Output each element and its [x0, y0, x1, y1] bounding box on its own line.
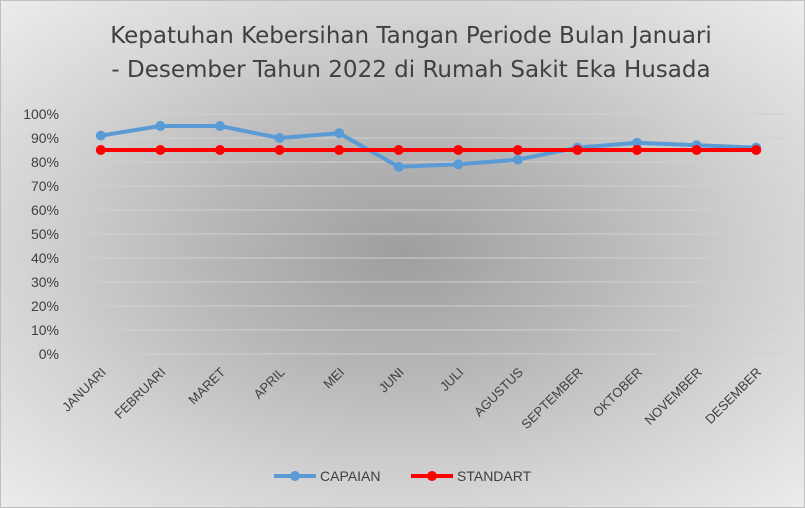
- data-point: [393, 145, 404, 155]
- data-point: [632, 145, 643, 155]
- data-point: [214, 121, 225, 131]
- data-point: [632, 137, 643, 148]
- y-tick-label: 30%: [31, 274, 59, 290]
- y-tick-label: 0%: [39, 346, 59, 362]
- data-point: [155, 121, 166, 131]
- data-point: [512, 145, 523, 155]
- data-point: [274, 145, 285, 155]
- y-tick-label: 70%: [31, 178, 59, 194]
- data-point: [512, 154, 523, 165]
- x-tick-label: FEBRUARI: [111, 365, 168, 422]
- y-tick-label: 40%: [31, 250, 59, 266]
- legend-item: CAPAIAN: [274, 468, 380, 484]
- legend-marker: [290, 471, 300, 481]
- y-tick-label: 60%: [31, 202, 59, 218]
- data-point: [691, 145, 702, 155]
- chart-title-line-2: - Desember Tahun 2022 di Rumah Sakit Eka…: [111, 57, 711, 83]
- series-line: [98, 124, 759, 169]
- legend-marker: [427, 471, 437, 481]
- data-point: [274, 133, 285, 143]
- legend: CAPAIAN STANDART: [274, 468, 532, 484]
- data-point: [334, 128, 345, 139]
- x-tick-label: SEPTEMBER: [518, 365, 585, 432]
- data-point: [334, 145, 345, 155]
- data-point: [214, 145, 225, 155]
- legend-label: CAPAIAN: [320, 468, 380, 484]
- data-point: [95, 145, 106, 155]
- data-point: [572, 145, 583, 155]
- x-tick-label: JULI: [437, 365, 467, 395]
- y-tick-label: 90%: [31, 130, 59, 146]
- x-tick-label: NOVEMBER: [642, 365, 705, 428]
- data-point: [453, 159, 464, 170]
- y-tick-label: 100%: [23, 106, 59, 122]
- x-axis-ticks: JANUARI FEBRUARI MARET APRIL MEI JUNI JULI AGUS…: [59, 364, 764, 432]
- legend-item: STANDART: [411, 468, 532, 484]
- data-point: [155, 145, 166, 155]
- y-tick-label: 50%: [31, 226, 59, 242]
- chart-title: Kepatuhan Kebersihan Tangan Periode Bula…: [61, 19, 761, 87]
- series: [95, 121, 762, 172]
- legend-label: STANDART: [457, 468, 532, 484]
- data-point: [393, 161, 404, 172]
- x-tick-label: MEI: [320, 365, 347, 392]
- y-tick-label: 20%: [31, 298, 59, 314]
- chart-title-line-1: Kepatuhan Kebersihan Tangan Periode Bula…: [110, 23, 712, 49]
- x-tick-label: MARET: [185, 364, 228, 407]
- data-point: [95, 130, 106, 141]
- x-tick-label: OKTOBER: [590, 365, 645, 420]
- x-tick-label: AGUSTUS: [471, 364, 526, 419]
- gridlines: [71, 113, 786, 355]
- series-standart: [95, 145, 762, 155]
- data-point: [751, 145, 762, 155]
- x-tick-label: DESEMBER: [702, 365, 764, 427]
- x-tick-label: APRIL: [250, 365, 287, 402]
- x-tick-label: JUNI: [376, 365, 407, 396]
- y-tick-label: 10%: [31, 322, 59, 338]
- x-tick-label: JANUARI: [59, 365, 109, 415]
- y-axis-ticks: 0% 10% 20% 30% 40% 50% 60% 70% 80% 90% 100%: [23, 106, 59, 362]
- data-point: [453, 145, 464, 155]
- series-capaian: [95, 121, 762, 172]
- y-tick-label: 80%: [31, 154, 59, 170]
